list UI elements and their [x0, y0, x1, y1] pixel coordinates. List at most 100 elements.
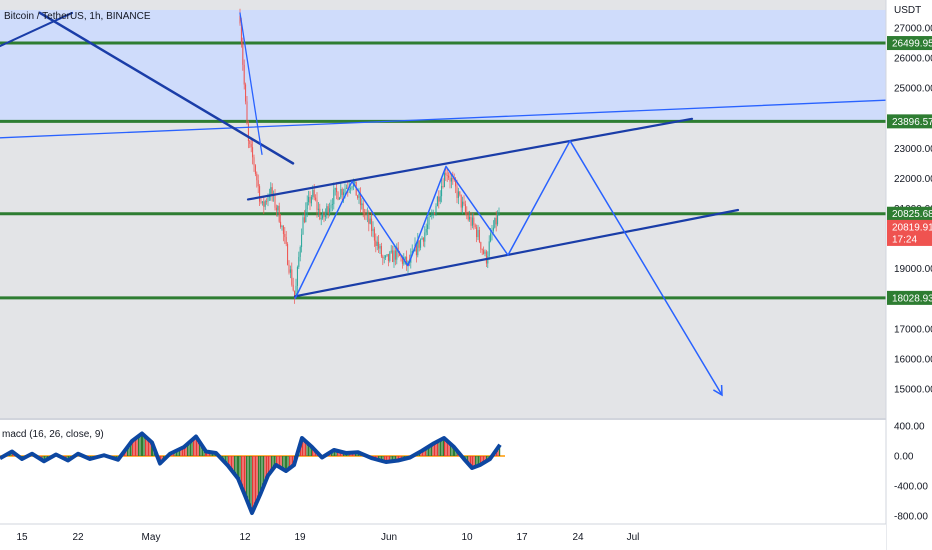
candle-body [462, 201, 464, 208]
blue-trendline[interactable] [0, 99, 887, 139]
macd-histogram-bar [253, 456, 255, 510]
macd-histogram-bar [440, 440, 442, 456]
pattern-path[interactable] [294, 140, 723, 396]
pane-separator[interactable] [0, 418, 886, 420]
macd-histogram-bar [422, 450, 424, 456]
time-axis-background[interactable] [0, 524, 886, 550]
macd-histogram-bar [182, 447, 184, 456]
macd-histogram-bar [335, 450, 337, 456]
candle-body [264, 201, 266, 207]
macd-line [0, 431, 502, 515]
macd-histogram-bar [470, 456, 472, 466]
candle-body [368, 214, 370, 224]
candle-body [334, 187, 336, 190]
macd-histogram-bar [393, 456, 395, 462]
macd-histogram-bar [185, 445, 187, 456]
macd-histogram-bar [237, 456, 239, 478]
macd-histogram-bar [151, 441, 153, 456]
macd-histogram-bar [396, 456, 398, 461]
macd-histogram-bar [194, 437, 196, 456]
macd-histogram-bar [246, 456, 248, 498]
candle-body [298, 256, 300, 267]
candle-body [348, 189, 350, 190]
macd-histogram-bar [454, 447, 456, 456]
drawings-layer [0, 11, 887, 397]
candle-body [421, 237, 423, 240]
macd-histogram-bar [448, 442, 450, 456]
candle-body [418, 240, 420, 248]
macd-histogram-bar [306, 442, 308, 456]
candle-body [429, 216, 431, 217]
candle-body [256, 173, 258, 181]
candle-body [329, 208, 331, 215]
time-tick-label: 10 [461, 532, 473, 543]
macd-histogram-bar [283, 456, 285, 470]
candle-body [476, 227, 478, 238]
candle-body [450, 178, 452, 182]
macd-histogram-bar [272, 456, 274, 470]
candle-body [326, 206, 328, 213]
candle-body [438, 196, 440, 202]
cross-line[interactable] [0, 11, 73, 48]
candle-body [431, 214, 433, 217]
channel-upper-line[interactable] [246, 117, 694, 201]
macd-histogram-bar [138, 436, 140, 456]
macd-histogram-bar [438, 440, 440, 456]
symbol-legend[interactable]: Bitcoin / TetherUS, 1h, BINANCE [4, 11, 151, 22]
macd-histogram-bar [386, 456, 388, 462]
macd-histogram-bar [276, 456, 278, 465]
macd-histogram-bar [252, 456, 254, 513]
price-axis-background[interactable] [886, 0, 932, 550]
candle-body [267, 197, 269, 202]
macd-histogram-bar [497, 448, 499, 456]
macd-histogram-bar [445, 439, 447, 456]
candle-body [274, 193, 276, 208]
time-tick-label: 19 [294, 532, 306, 543]
macd-histogram-bar [473, 456, 475, 468]
macd-histogram-bar [392, 456, 394, 462]
macd-histogram-bar [263, 456, 265, 488]
macd-histogram-bar [206, 451, 208, 456]
candle-body [331, 204, 333, 205]
candle-body [281, 226, 283, 228]
candle-body [306, 202, 308, 210]
macd-histogram-bar [187, 444, 189, 456]
candle-body [338, 197, 340, 200]
macd-histogram-bar [179, 449, 181, 456]
candle-body [257, 180, 259, 187]
candle-body [357, 195, 359, 198]
macd-histogram-bar [434, 443, 436, 456]
macd-histogram-bar [256, 456, 258, 503]
macd-histogram-bar [483, 456, 485, 464]
macd-histogram-bar [467, 456, 469, 463]
candle-body [464, 204, 466, 213]
steep-line[interactable] [239, 12, 263, 156]
channel-lower-line[interactable] [293, 208, 740, 298]
candle-body [351, 186, 353, 189]
candle-body [239, 15, 241, 24]
price-level-badge-text: 20825.68 [892, 209, 932, 220]
macd-histogram-bar [268, 456, 270, 476]
macd-histogram-bar [258, 456, 260, 500]
candle-body [324, 212, 326, 217]
macd-histogram-bar [378, 456, 380, 460]
candle-body [435, 205, 437, 215]
downtrend-line[interactable] [38, 11, 295, 165]
candle-body [382, 256, 384, 259]
candle-body [322, 212, 324, 219]
candle-body [471, 217, 473, 226]
macd-legend[interactable]: macd (16, 26, close, 9) [2, 429, 104, 440]
candle-body [252, 147, 254, 158]
candle-body [427, 224, 429, 229]
candle-body [459, 191, 461, 195]
candle-body [242, 43, 244, 65]
candle-body [245, 84, 247, 102]
macd-histogram-bar [302, 438, 304, 456]
time-tick-label: Jul [627, 532, 640, 543]
macd-histogram-bar [290, 456, 292, 468]
macd-histogram-bar [331, 451, 333, 456]
macd-histogram-bar [139, 435, 141, 456]
candle-body [287, 244, 289, 265]
macd-histogram-bar [384, 456, 386, 462]
